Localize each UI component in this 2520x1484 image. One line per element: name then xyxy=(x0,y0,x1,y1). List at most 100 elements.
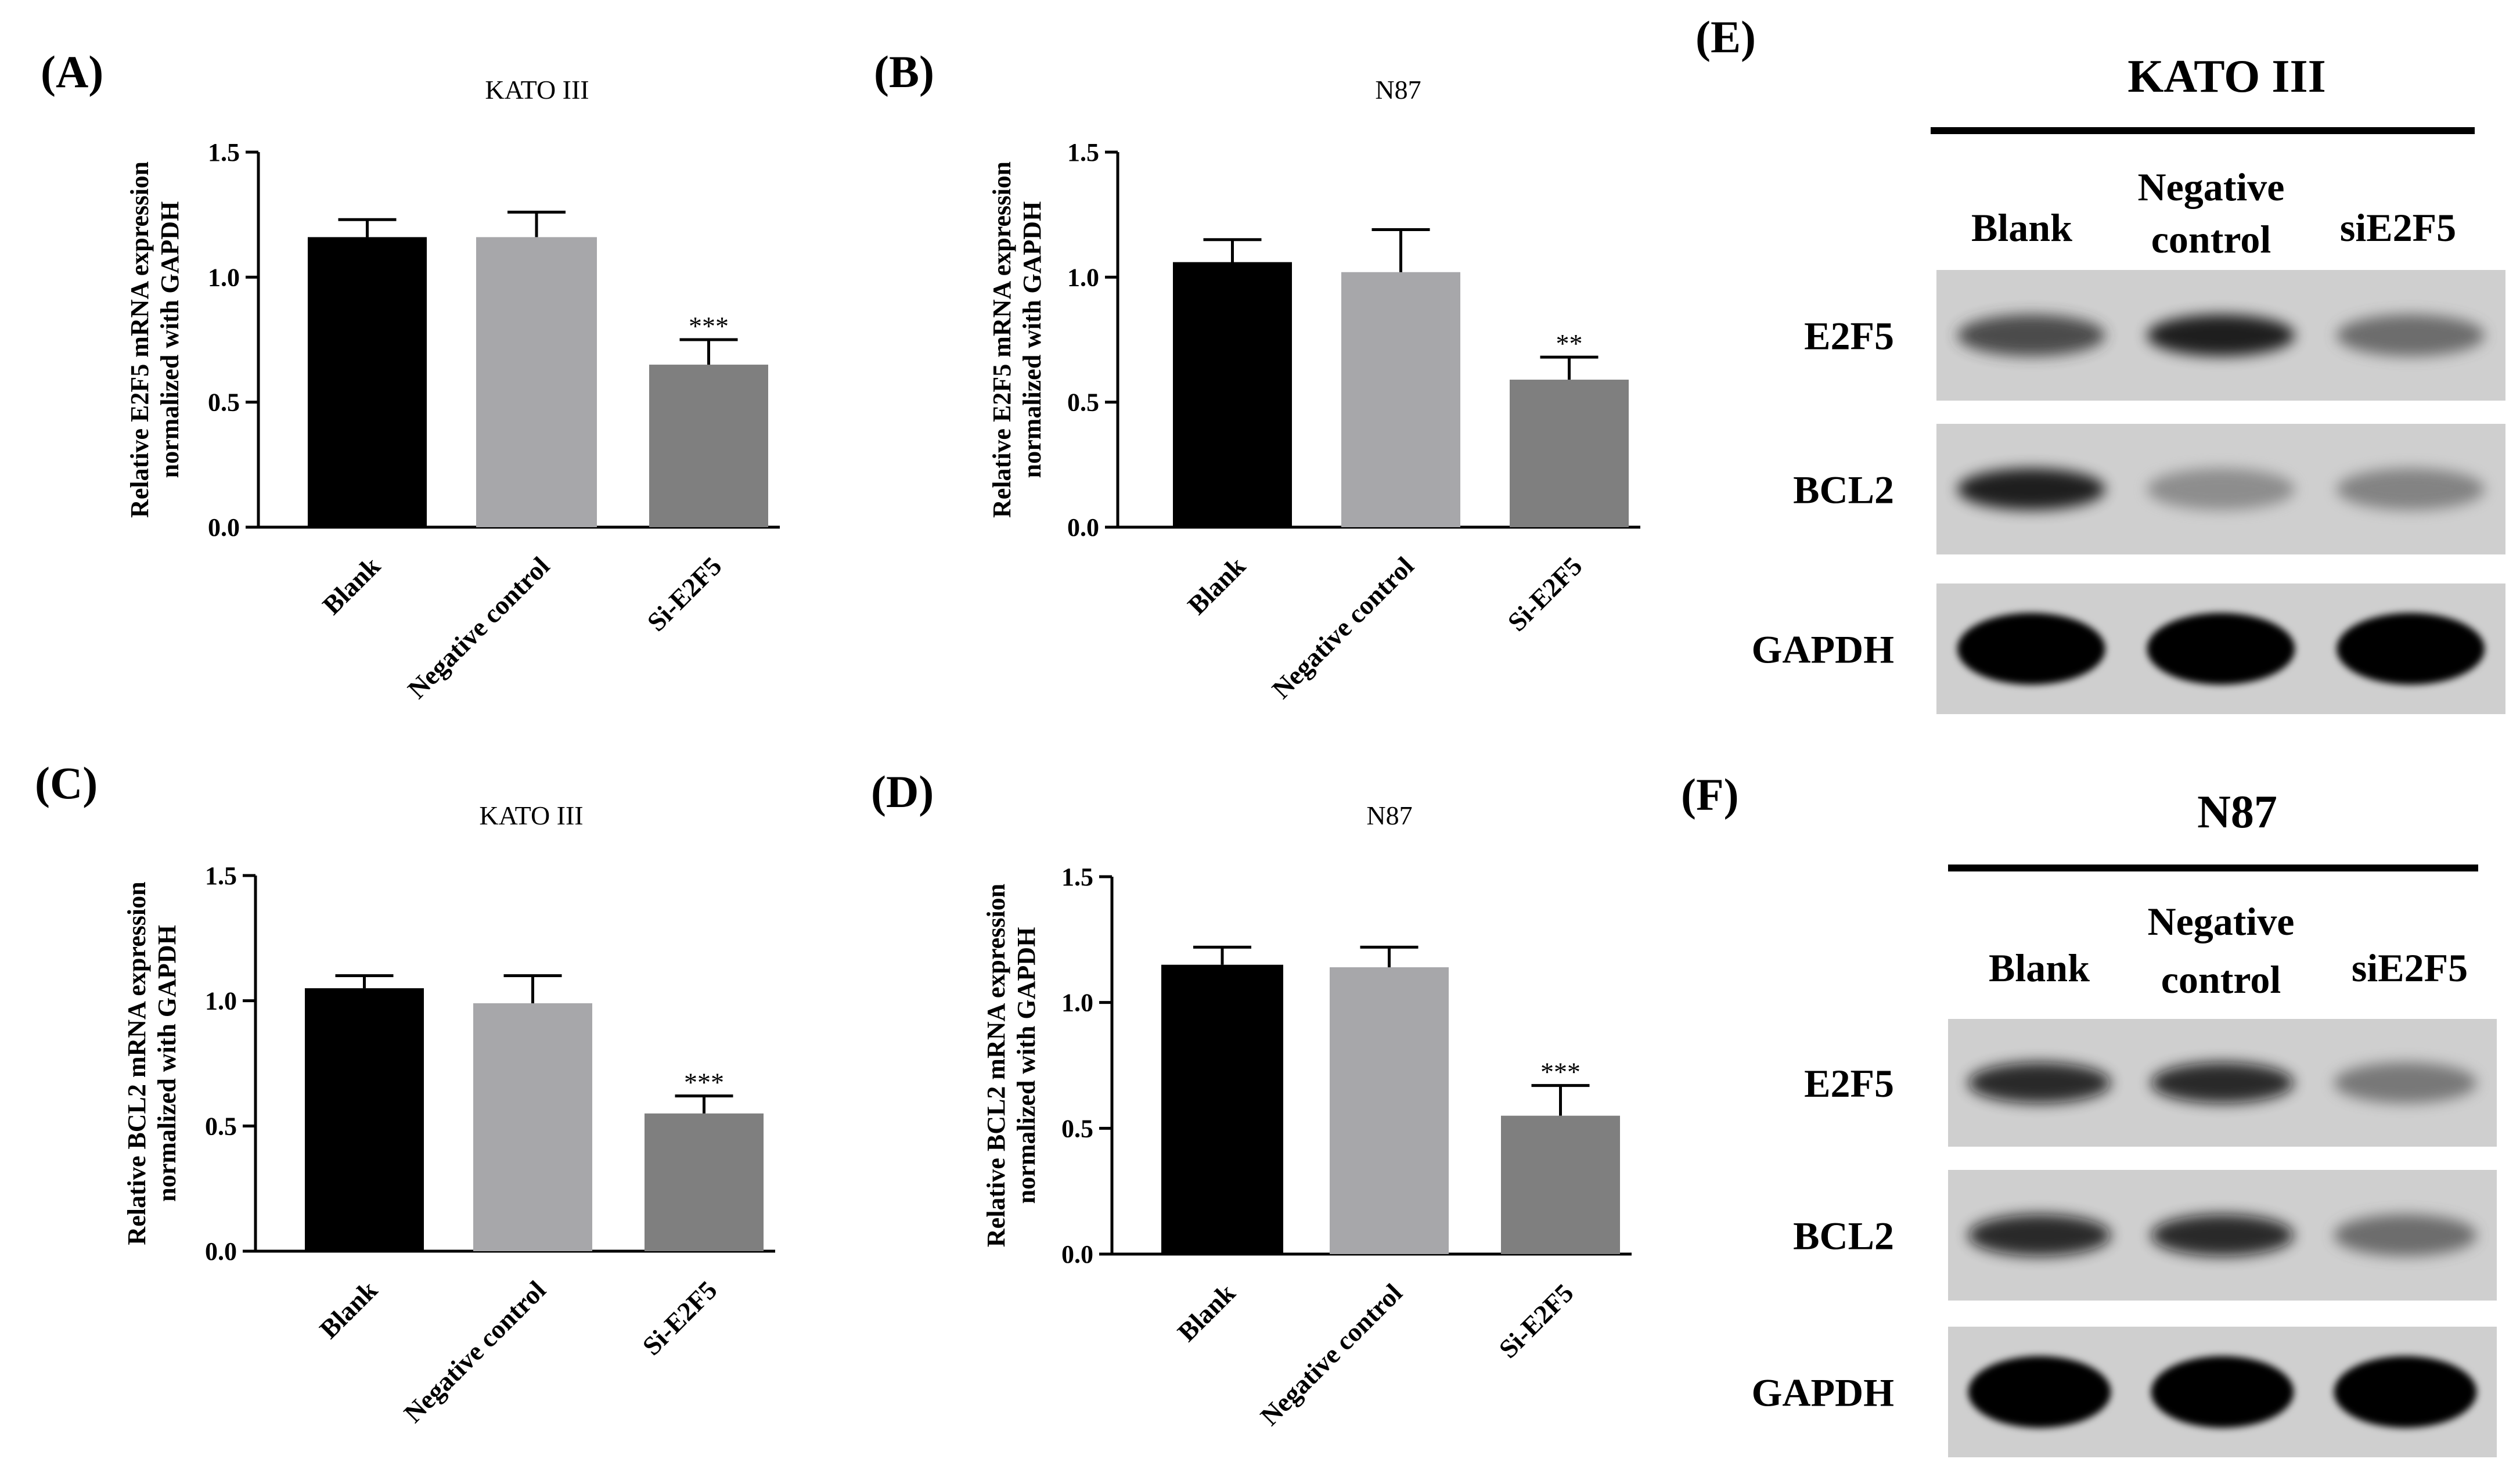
y-axis-label: Relative E2F5 mRNA expression xyxy=(125,161,154,518)
band xyxy=(1957,314,2105,356)
y-tick-label: 0.0 xyxy=(208,513,240,542)
bar xyxy=(1330,967,1449,1254)
significance-marker: *** xyxy=(684,1068,724,1097)
band xyxy=(2337,314,2485,356)
lane-label: Blank xyxy=(1971,206,2072,250)
bar xyxy=(1510,379,1629,527)
y-tick-label: 1.5 xyxy=(1067,138,1099,167)
lane-label: Negative xyxy=(2147,899,2294,943)
panel-label: (D) xyxy=(871,766,934,817)
x-tick-label: Si-E2F5 xyxy=(1502,551,1587,637)
bar xyxy=(308,237,427,527)
band xyxy=(2151,1356,2294,1428)
y-axis-label: Relative E2F5 mRNA expression xyxy=(988,161,1016,518)
y-tick-label: 0.5 xyxy=(1061,1114,1093,1143)
y-tick-label: 1.0 xyxy=(1067,263,1099,291)
y-tick-label: 1.5 xyxy=(208,138,240,167)
chart-title: KATO III xyxy=(485,75,589,105)
x-tick-label: Negative control xyxy=(1266,551,1420,704)
bar xyxy=(1161,964,1283,1254)
band xyxy=(2334,1214,2477,1256)
bar xyxy=(649,365,768,527)
y-axis-label: Relative BCL2 mRNA expression xyxy=(982,884,1010,1247)
y-axis-label-line2: normalized with GAPDH xyxy=(156,201,184,478)
lane-label-line2: control xyxy=(2161,957,2281,1002)
band xyxy=(1968,1214,2111,1256)
band xyxy=(1968,1356,2111,1428)
y-tick-label: 0.5 xyxy=(208,388,240,417)
y-tick-label: 0.5 xyxy=(205,1112,237,1140)
x-tick-label: Negative control xyxy=(398,1275,552,1428)
y-axis-label-line2: normalized with GAPDH xyxy=(1018,201,1046,478)
x-tick-label: Negative control xyxy=(402,551,555,704)
band xyxy=(2334,1356,2477,1428)
panel-label: (A) xyxy=(41,46,103,97)
panel-label: (E) xyxy=(1695,12,1756,62)
bar xyxy=(1341,272,1460,527)
bar-chart-c: (C) KATO III Relative BCL2 mRNA expression… xyxy=(35,758,775,1428)
x-tick-label: Blank xyxy=(314,1275,383,1345)
bar xyxy=(305,988,424,1251)
lane-label: siE2F5 xyxy=(2352,946,2468,990)
band xyxy=(2337,468,2485,510)
row-label: GAPDH xyxy=(1751,628,1894,672)
row-label: BCL2 xyxy=(1793,1214,1894,1258)
bar-chart-b: (B) N87 Relative E2F5 mRNA expression norma… xyxy=(874,46,1640,704)
chart-title: KATO III xyxy=(479,801,583,830)
y-axis-label-line2: normalized with GAPDH xyxy=(1012,927,1041,1204)
bar xyxy=(1501,1115,1620,1254)
band xyxy=(2147,468,2295,510)
y-tick-label: 0.0 xyxy=(1067,513,1099,542)
band xyxy=(1957,613,2105,685)
band xyxy=(2147,613,2295,685)
x-tick-label: Si-E2F5 xyxy=(1493,1278,1579,1364)
band xyxy=(2151,1062,2294,1104)
lane-label: Negative xyxy=(2137,165,2284,209)
lane-label-line2: control xyxy=(2151,217,2271,261)
western-blot-f: (F) N87 Blank Negative control siE2F5 E2F5 BCL2… xyxy=(1681,769,2497,1457)
chart-title: N87 xyxy=(1366,801,1412,830)
panel-label: (F) xyxy=(1681,769,1739,820)
band xyxy=(1968,1062,2111,1104)
significance-marker: *** xyxy=(1540,1057,1581,1087)
lane-label: siE2F5 xyxy=(2340,206,2456,250)
band xyxy=(2147,314,2295,356)
bar xyxy=(1173,262,1292,527)
bar-chart-a: (A) KATO III Relative E2F5 mRNA expression… xyxy=(41,46,780,704)
x-tick-label: Si-E2F5 xyxy=(641,551,727,637)
chart-title: N87 xyxy=(1375,75,1421,105)
blot-title: KATO III xyxy=(2127,51,2326,102)
western-blot-e: (E) KATO III Blank Negative control siE2F5 E2F… xyxy=(1695,12,2505,714)
x-tick-label: Negative control xyxy=(1255,1278,1408,1431)
y-tick-label: 1.0 xyxy=(1061,989,1093,1017)
x-tick-label: Blank xyxy=(1182,551,1251,621)
bar xyxy=(645,1113,764,1251)
significance-marker: *** xyxy=(689,311,729,341)
x-tick-label: Blank xyxy=(316,551,386,621)
band xyxy=(2337,613,2485,685)
band xyxy=(1957,468,2105,510)
row-label: E2F5 xyxy=(1804,314,1894,358)
x-tick-label: Blank xyxy=(1172,1278,1241,1348)
blot-title: N87 xyxy=(2197,787,2277,838)
band xyxy=(2334,1062,2477,1104)
y-axis-label: Relative BCL2 mRNA expression xyxy=(123,881,151,1245)
y-tick-label: 0.5 xyxy=(1067,388,1099,417)
y-tick-label: 1.0 xyxy=(205,987,237,1015)
y-axis-label-line2: normalized with GAPDH xyxy=(153,925,181,1202)
bar-chart-d: (D) N87 Relative BCL2 mRNA expression norma… xyxy=(871,766,1632,1431)
row-label: E2F5 xyxy=(1804,1061,1894,1105)
lane-label: Blank xyxy=(1989,946,2090,990)
x-tick-label: Si-E2F5 xyxy=(636,1275,722,1361)
y-tick-label: 1.5 xyxy=(205,862,237,890)
significance-marker: ** xyxy=(1556,329,1583,358)
y-tick-label: 1.5 xyxy=(1061,863,1093,891)
bar xyxy=(476,237,597,527)
y-tick-label: 0.0 xyxy=(1061,1240,1093,1269)
row-label: BCL2 xyxy=(1793,468,1894,512)
y-tick-label: 1.0 xyxy=(208,263,240,291)
panel-label: (B) xyxy=(874,46,934,97)
row-label: GAPDH xyxy=(1751,1371,1894,1415)
y-tick-label: 0.0 xyxy=(205,1237,237,1266)
